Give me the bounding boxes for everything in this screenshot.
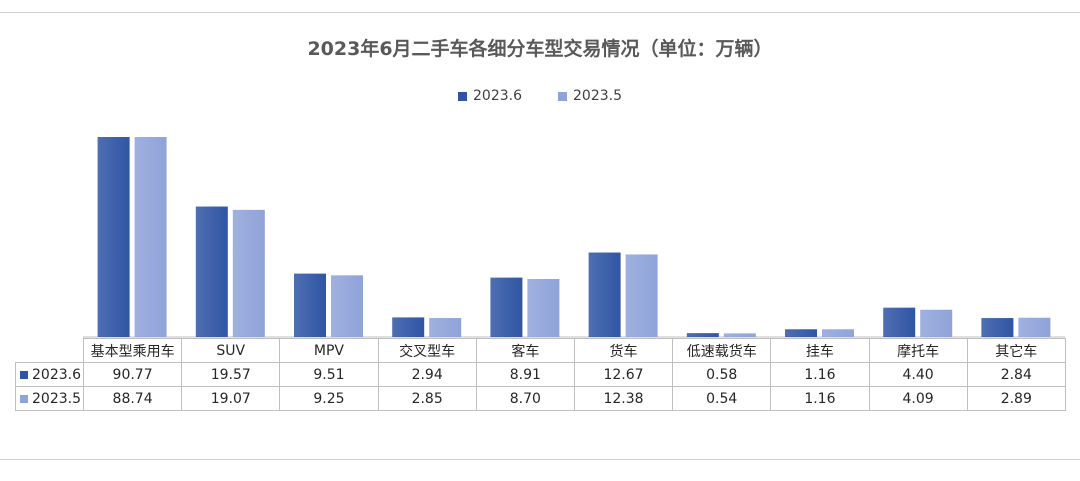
table-value-cell: 1.16 bbox=[770, 362, 870, 387]
bar-2023-5-2 bbox=[331, 275, 363, 337]
bar-2023-6-2 bbox=[294, 273, 326, 337]
table-value-cell: 0.58 bbox=[672, 362, 772, 387]
bar-2023-5-6 bbox=[723, 333, 756, 337]
table-value-cell: 12.38 bbox=[573, 386, 674, 411]
bar-2023-6-1 bbox=[195, 206, 228, 337]
table-row-head: 2023.6 bbox=[15, 362, 84, 387]
table-value-cell: 2.85 bbox=[377, 386, 477, 411]
bar-2023-5-1 bbox=[232, 209, 265, 337]
row-series-name: 2023.5 bbox=[32, 390, 81, 407]
category-label: 低速载货车 bbox=[672, 338, 772, 363]
chart-title: 2023年6月二手车各细分车型交易情况（单位：万辆） bbox=[307, 38, 773, 60]
table-value-cell: 9.25 bbox=[279, 386, 379, 411]
table-value-cell: 4.40 bbox=[868, 362, 968, 387]
category-label: 挂车 bbox=[770, 338, 870, 363]
legend-label-2023-6: 2023.6 bbox=[473, 88, 522, 104]
table-value-cell: 8.91 bbox=[475, 362, 575, 387]
table-row-2023-5: 2023.5 88.74 19.07 9.25 2.85 8.70 12.38 … bbox=[15, 386, 1066, 411]
category-label: 基本型乘用车 bbox=[82, 338, 183, 363]
chart-frame bbox=[0, 12, 1080, 460]
table-corner-cell bbox=[15, 338, 84, 363]
table-value-cell: 88.74 bbox=[82, 386, 183, 411]
legend-item-2023-6: 2023.6 bbox=[458, 88, 522, 104]
bar-2023-5-0 bbox=[134, 137, 167, 337]
legend: 2023.6 2023.5 bbox=[0, 88, 1080, 104]
bar-2023-6-0 bbox=[97, 137, 130, 337]
table-value-cell: 2.84 bbox=[966, 362, 1066, 387]
table-row-2023-6: 2023.6 90.77 19.57 9.51 2.94 8.91 12.67 … bbox=[15, 362, 1066, 387]
table-value-cell: 19.57 bbox=[181, 362, 281, 387]
legend-swatch-2023-5 bbox=[558, 91, 567, 101]
bar-2023-6-8 bbox=[883, 307, 916, 337]
bar-2023-5-5 bbox=[625, 254, 658, 337]
table-value-cell: 0.54 bbox=[672, 386, 772, 411]
table-value-cell: 2.89 bbox=[966, 386, 1066, 411]
data-table: 基本型乘用车 SUV MPV 交叉型车 客车 货车 低速载货车 挂车 摩托车 其… bbox=[15, 338, 1066, 411]
legend-label-2023-5: 2023.5 bbox=[573, 88, 622, 104]
table-value-cell: 9.51 bbox=[279, 362, 379, 387]
legend-item-2023-5: 2023.5 bbox=[558, 88, 622, 104]
bar-2023-5-8 bbox=[920, 309, 953, 337]
category-label: 摩托车 bbox=[868, 338, 968, 363]
row-swatch-2023-6 bbox=[20, 370, 28, 379]
bar-2023-5-4 bbox=[527, 279, 560, 337]
legend-swatch-2023-6 bbox=[458, 91, 467, 101]
category-label: 交叉型车 bbox=[377, 338, 477, 363]
table-value-cell: 2.94 bbox=[377, 362, 477, 387]
bar-2023-5-7 bbox=[822, 329, 854, 337]
category-label: MPV bbox=[279, 338, 379, 363]
bar-2023-5-9 bbox=[1018, 317, 1051, 337]
table-value-cell: 1.16 bbox=[770, 386, 870, 411]
table-value-cell: 19.07 bbox=[181, 386, 281, 411]
row-swatch-2023-5 bbox=[20, 394, 28, 403]
category-label: 客车 bbox=[475, 338, 575, 363]
bar-2023-5-3 bbox=[429, 318, 462, 337]
table-value-cell: 4.09 bbox=[868, 386, 968, 411]
table-row-head: 2023.5 bbox=[15, 386, 84, 411]
table-header-row: 基本型乘用车 SUV MPV 交叉型车 客车 货车 低速载货车 挂车 摩托车 其… bbox=[15, 338, 1066, 363]
category-label: 货车 bbox=[573, 338, 674, 363]
table-value-cell: 90.77 bbox=[82, 362, 183, 387]
bar-2023-6-6 bbox=[686, 333, 719, 337]
bar-2023-6-5 bbox=[588, 252, 621, 337]
bar-2023-6-7 bbox=[785, 329, 817, 337]
category-label: SUV bbox=[181, 338, 281, 363]
bar-2023-6-3 bbox=[392, 317, 425, 337]
row-series-name: 2023.6 bbox=[32, 366, 81, 383]
table-value-cell: 8.70 bbox=[475, 386, 575, 411]
bar-2023-6-4 bbox=[490, 277, 523, 337]
category-label: 其它车 bbox=[966, 338, 1066, 363]
table-value-cell: 12.67 bbox=[573, 362, 674, 387]
bar-2023-6-9 bbox=[981, 318, 1014, 337]
